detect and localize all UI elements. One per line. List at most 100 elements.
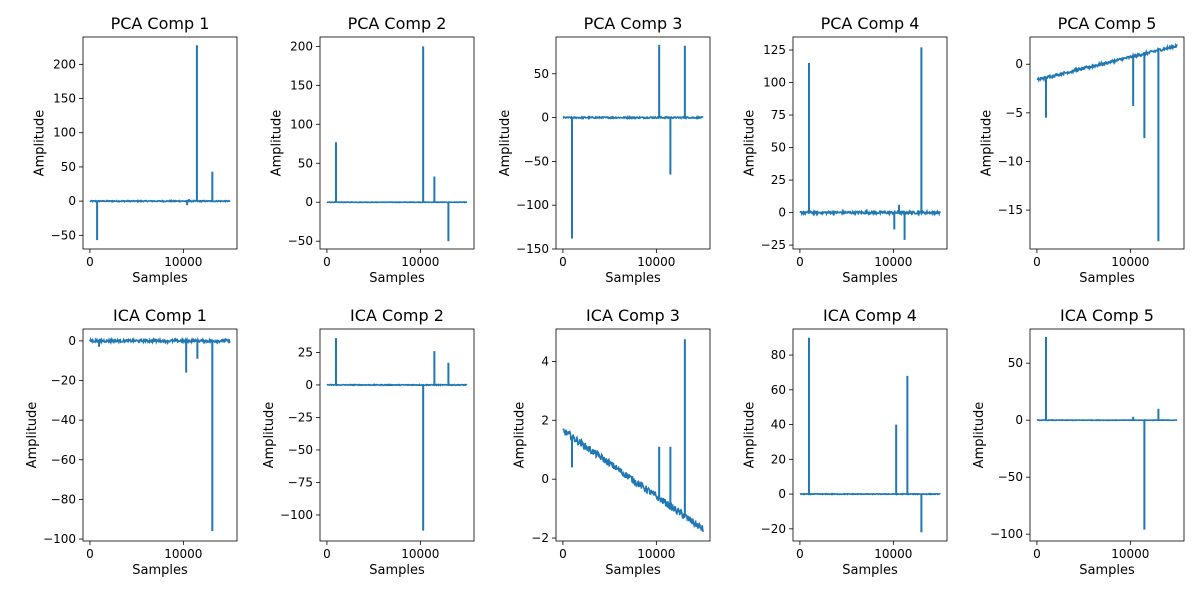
x-tick-label: 0 [796,255,804,269]
x-tick-label: 0 [323,547,331,561]
x-axis-label: Samples [842,563,898,578]
y-tick-label: 125 [763,43,786,57]
y-axis-label: Amplitude [979,110,994,177]
x-axis-label: Samples [132,563,188,578]
x-tick-label: 10000 [874,547,912,561]
subplot-title: ICA Comp 3 [586,306,680,325]
subplot-8: 0 10000 −2 0 2 4 ICA Comp 3 Samples Amplitude [513,306,711,578]
y-tick-label: 0 [541,472,549,486]
axes-frame [1029,36,1185,250]
y-tick-label: −100 [280,508,313,522]
y-axis-label: Amplitude [513,402,528,469]
subplot-title: ICA Comp 1 [113,306,207,325]
x-tick-label: 0 [323,255,331,269]
axes-frame [555,328,711,542]
y-tick-label: −20 [761,522,786,536]
y-axis-label: Amplitude [972,402,987,469]
y-tick-label: 80 [771,348,786,362]
x-axis-label: Samples [605,271,661,286]
y-tick-label: 150 [53,92,76,106]
subplot-2: 0 10000 −50 0 50 100 150 200 PCA Comp 2 Samples Am… [269,14,475,286]
series-line [326,383,468,387]
x-tick-label: 10000 [637,547,675,561]
subplot-7: 0 10000 −100 −75 −50 −25 0 25 ICA Comp 2 Samples A… [262,306,475,578]
x-tick-label: 0 [559,547,567,561]
y-tick-label: 0 [541,111,549,125]
y-tick-label: −5 [1005,106,1023,120]
y-tick-label: −50 [524,154,549,168]
y-tick-label: 100 [290,117,313,131]
x-tick-label: 10000 [637,255,675,269]
axes-frame [319,328,475,542]
x-axis-label: Samples [1079,271,1135,286]
x-axis-label: Samples [605,563,661,578]
y-tick-label: −40 [51,413,76,427]
x-axis-label: Samples [369,563,425,578]
axes-frame [792,328,948,542]
axes-frame [555,36,711,250]
y-axis-label: Amplitude [742,402,757,469]
subplot-title: PCA Comp 1 [111,14,210,33]
y-tick-label: −100 [516,198,549,212]
y-axis-label: Amplitude [32,110,47,177]
series-line [799,492,941,496]
y-tick-label: 50 [61,160,76,174]
axes-frame [319,36,475,250]
subplot-title: PCA Comp 2 [348,14,447,33]
y-tick-label: 75 [771,108,786,122]
x-tick-label: 10000 [401,255,439,269]
x-axis-label: Samples [369,271,425,286]
series-line [89,336,231,346]
axes-frame [1029,328,1185,542]
y-tick-label: −50 [998,470,1023,484]
y-tick-label: 50 [298,156,313,170]
y-tick-label: −80 [51,492,76,506]
y-axis-label: Amplitude [498,110,513,177]
axes-frame [82,36,238,250]
x-tick-label: 10000 [1111,255,1149,269]
y-tick-label: 50 [534,67,549,81]
x-axis-label: Samples [132,271,188,286]
y-tick-label: −50 [288,443,313,457]
y-tick-label: −50 [288,234,313,248]
series-line [562,428,704,532]
y-tick-label: 0 [68,334,76,348]
y-tick-label: −10 [998,154,1023,168]
y-tick-label: −75 [288,475,313,489]
subplot-title: PCA Comp 5 [1058,14,1157,33]
y-tick-label: 0 [778,487,786,501]
subplot-1: 0 10000 −50 0 50 100 150 200 PCA Comp 1 Samples Am… [32,14,238,286]
series-line [799,208,941,217]
x-tick-label: 0 [796,547,804,561]
x-tick-label: 0 [86,547,94,561]
subplot-10: 0 10000 −100 −50 0 50 ICA Comp 5 Samples Amplitu… [972,306,1185,578]
x-tick-label: 10000 [164,255,202,269]
y-tick-label: 50 [771,141,786,155]
x-axis-label: Samples [842,271,898,286]
x-tick-label: 0 [86,255,94,269]
y-tick-label: −2 [531,531,549,545]
axes-frame [792,36,948,250]
x-tick-label: 0 [1033,547,1041,561]
subplot-title: ICA Comp 4 [823,306,917,325]
y-tick-label: 200 [290,39,313,53]
axes-frame [82,328,238,542]
y-tick-label: 40 [771,418,786,432]
y-axis-label: Amplitude [262,402,277,469]
y-tick-label: 0 [68,194,76,208]
y-tick-label: 25 [298,345,313,359]
y-tick-label: 20 [771,452,786,466]
series-line [1036,42,1178,83]
y-tick-label: 4 [541,354,549,368]
y-tick-label: 0 [305,378,313,392]
subplot-title: ICA Comp 5 [1060,306,1154,325]
y-tick-label: −60 [51,453,76,467]
subplot-title: PCA Comp 3 [584,14,683,33]
y-tick-label: 100 [53,126,76,140]
subplot-5: 0 10000 −15 −10 −5 0 PCA Comp 5 Samples Amplitud… [979,14,1185,286]
x-tick-label: 10000 [401,547,439,561]
y-tick-label: 0 [1015,413,1023,427]
y-axis-label: Amplitude [742,110,757,177]
y-tick-label: −150 [516,242,549,256]
